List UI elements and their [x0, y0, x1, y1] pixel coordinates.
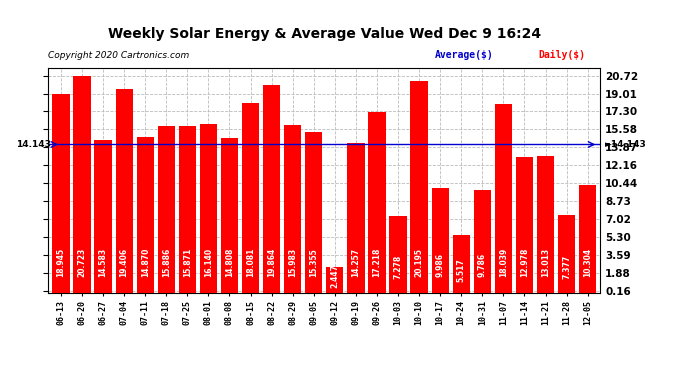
Bar — [579, 184, 596, 292]
Text: Copyright 2020 Cartronics.com: Copyright 2020 Cartronics.com — [48, 51, 190, 60]
Bar — [115, 89, 132, 292]
Bar — [157, 126, 175, 292]
Bar — [305, 132, 322, 292]
Text: 17.218: 17.218 — [373, 248, 382, 277]
Bar — [179, 126, 196, 292]
Bar — [73, 76, 90, 292]
Text: 15.355: 15.355 — [309, 248, 318, 277]
Bar — [95, 140, 112, 292]
Text: 5.517: 5.517 — [457, 258, 466, 282]
Bar — [221, 138, 238, 292]
Text: Weekly Solar Energy & Average Value Wed Dec 9 16:24: Weekly Solar Energy & Average Value Wed … — [108, 27, 541, 41]
Text: 18.081: 18.081 — [246, 248, 255, 277]
Bar — [284, 125, 302, 292]
Text: 9.986: 9.986 — [435, 253, 444, 277]
Text: 16.140: 16.140 — [204, 248, 213, 277]
Text: 14.808: 14.808 — [225, 248, 234, 277]
Text: 19.864: 19.864 — [267, 248, 276, 277]
Bar — [495, 104, 512, 292]
Text: 15.871: 15.871 — [183, 248, 192, 277]
Text: 18.039: 18.039 — [499, 248, 508, 277]
Text: Average($): Average($) — [435, 50, 493, 60]
Text: 14.870: 14.870 — [141, 248, 150, 277]
Text: 14.583: 14.583 — [99, 248, 108, 277]
Text: 10.304: 10.304 — [583, 248, 592, 277]
Text: 7.278: 7.278 — [393, 255, 402, 279]
Text: 14.257: 14.257 — [351, 248, 360, 277]
Bar — [137, 137, 154, 292]
Bar — [263, 85, 280, 292]
Bar — [347, 143, 364, 292]
Bar — [326, 267, 344, 292]
Bar — [389, 216, 406, 292]
Text: ►14.143: ►14.143 — [604, 140, 647, 149]
Text: 14.143: 14.143 — [16, 140, 50, 149]
Text: 12.978: 12.978 — [520, 248, 529, 277]
Text: 20.723: 20.723 — [77, 248, 86, 277]
Text: Daily($): Daily($) — [538, 50, 585, 60]
Text: 19.406: 19.406 — [119, 248, 128, 277]
Text: 13.013: 13.013 — [541, 248, 550, 277]
Bar — [453, 235, 470, 292]
Text: 18.945: 18.945 — [57, 248, 66, 277]
Bar — [431, 188, 448, 292]
Bar — [473, 190, 491, 292]
Bar — [537, 156, 554, 292]
Text: 7.377: 7.377 — [562, 254, 571, 279]
Text: 9.786: 9.786 — [477, 253, 487, 277]
Text: 15.983: 15.983 — [288, 248, 297, 277]
Bar — [368, 112, 386, 292]
Text: 2.447: 2.447 — [331, 264, 339, 288]
Bar — [516, 157, 533, 292]
Text: 20.195: 20.195 — [415, 248, 424, 277]
Bar — [200, 124, 217, 292]
Bar — [242, 103, 259, 292]
Text: 15.886: 15.886 — [161, 248, 171, 277]
Bar — [411, 81, 428, 292]
Bar — [52, 94, 70, 292]
Bar — [558, 215, 575, 292]
